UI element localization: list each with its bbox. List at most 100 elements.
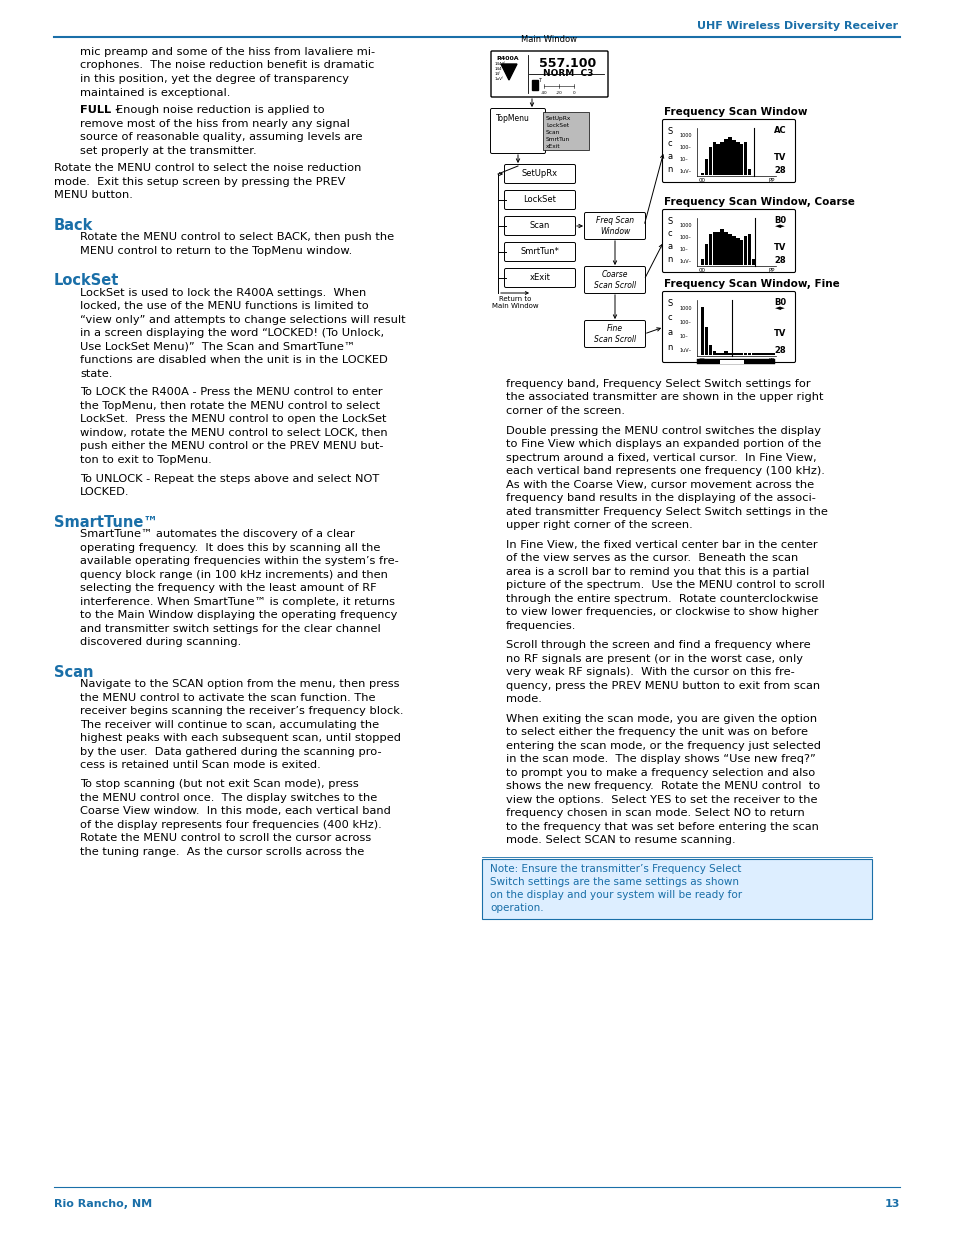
FancyBboxPatch shape	[504, 164, 575, 184]
Text: discovered during scanning.: discovered during scanning.	[80, 637, 241, 647]
Text: TopMenu: TopMenu	[496, 114, 529, 124]
Bar	[770, 353, 774, 354]
Bar	[735, 353, 739, 354]
Text: Rotate the MENU control to scroll the cursor across: Rotate the MENU control to scroll the cu…	[80, 834, 371, 844]
Bar	[678, 219, 775, 266]
Text: picture of the spectrum.  Use the MENU control to scroll: picture of the spectrum. Use the MENU co…	[505, 580, 824, 590]
FancyBboxPatch shape	[584, 321, 645, 347]
Text: MENU control to return to the TopMenu window.: MENU control to return to the TopMenu wi…	[80, 246, 352, 256]
Text: AC: AC	[773, 126, 785, 135]
Text: When exiting the scan mode, you are given the option: When exiting the scan mode, you are give…	[505, 714, 817, 724]
Text: LockSet.  Press the MENU control to open the LockSet: LockSet. Press the MENU control to open …	[80, 415, 386, 425]
Text: to view lower frequencies, or clockwise to show higher: to view lower frequencies, or clockwise …	[505, 608, 818, 618]
Text: 28: 28	[774, 165, 785, 175]
Bar	[700, 259, 703, 266]
Text: 1uV–: 1uV–	[679, 258, 690, 264]
Bar	[720, 142, 723, 175]
Text: Scroll through the screen and find a frequency where: Scroll through the screen and find a fre…	[505, 640, 810, 650]
Text: LockSet is used to lock the R400A settings.  When: LockSet is used to lock the R400A settin…	[80, 288, 366, 298]
Text: To UNLOCK - Repeat the steps above and select NOT: To UNLOCK - Repeat the steps above and s…	[80, 474, 379, 484]
Text: spectrum around a fixed, vertical cursor.  In Fine View,: spectrum around a fixed, vertical cursor…	[505, 452, 816, 463]
Text: Scan: Scan	[529, 221, 550, 231]
Bar	[720, 359, 743, 363]
Text: 00: 00	[699, 178, 705, 183]
Text: in this position, yet the degree of transparency: in this position, yet the degree of tran…	[80, 74, 349, 84]
Text: 28: 28	[774, 256, 785, 266]
Text: functions are disabled when the unit is in the LOCKED: functions are disabled when the unit is …	[80, 356, 387, 366]
Text: LockSet: LockSet	[523, 195, 556, 205]
Text: In Fine View, the fixed vertical center bar in the center: In Fine View, the fixed vertical center …	[505, 540, 817, 550]
Bar	[747, 353, 751, 354]
Bar	[740, 240, 742, 266]
Text: 1uV–: 1uV–	[679, 348, 690, 353]
Text: 28: 28	[774, 346, 785, 354]
Text: Main Window: Main Window	[521, 35, 577, 44]
Text: 100–: 100–	[679, 235, 690, 240]
Bar	[735, 142, 739, 175]
Text: -20: -20	[555, 91, 561, 95]
Text: to the Main Window displaying the operating frequency: to the Main Window displaying the operat…	[80, 610, 397, 620]
Bar	[704, 327, 708, 354]
Bar	[731, 353, 735, 354]
Text: SetUpRx: SetUpRx	[545, 116, 571, 121]
Text: 1444⁾: 1444⁾	[495, 62, 505, 65]
Text: interference. When SmartTune™ is complete, it returns: interference. When SmartTune™ is complet…	[80, 597, 395, 606]
Text: frequency chosen in scan mode. Select NO to return: frequency chosen in scan mode. Select NO…	[505, 808, 804, 819]
Text: very weak RF signals).  With the cursor on this fre-: very weak RF signals). With the cursor o…	[505, 667, 794, 677]
Text: Freq Scan
Window: Freq Scan Window	[596, 216, 634, 236]
Text: 14⁾: 14⁾	[495, 72, 500, 77]
Text: upper right corner of the screen.: upper right corner of the screen.	[505, 520, 692, 530]
Text: to select either the frequency the unit was on before: to select either the frequency the unit …	[505, 727, 807, 737]
Text: frequencies.: frequencies.	[505, 621, 576, 631]
Text: MENU button.: MENU button.	[54, 190, 132, 200]
Text: T: T	[537, 78, 540, 83]
Text: c: c	[667, 314, 672, 322]
Text: shows the new frequency.  Rotate the MENU control  to: shows the new frequency. Rotate the MENU…	[505, 782, 820, 792]
Text: n: n	[666, 164, 672, 173]
Text: To stop scanning (but not exit Scan mode), press: To stop scanning (but not exit Scan mode…	[80, 779, 358, 789]
FancyBboxPatch shape	[661, 291, 795, 363]
Text: 00: 00	[699, 358, 705, 363]
Text: UHF Wireless Diversity Receiver: UHF Wireless Diversity Receiver	[696, 21, 897, 31]
Text: SetUpRx: SetUpRx	[521, 169, 558, 179]
Text: 10–: 10–	[679, 247, 687, 252]
Text: Frequency Scan Window, Coarse: Frequency Scan Window, Coarse	[663, 198, 854, 207]
Text: a: a	[667, 242, 672, 251]
Bar	[727, 233, 731, 266]
Text: in a screen displaying the word “LOCKED! (To Unlock,: in a screen displaying the word “LOCKED!…	[80, 329, 384, 338]
Text: set properly at the transmitter.: set properly at the transmitter.	[80, 146, 256, 156]
Text: As with the Coarse View, cursor movement across the: As with the Coarse View, cursor movement…	[505, 479, 813, 489]
Bar	[716, 353, 720, 354]
Text: 00: 00	[699, 268, 705, 273]
Bar	[766, 353, 770, 354]
Text: corner of the screen.: corner of the screen.	[505, 406, 624, 416]
Text: To LOCK the R400A - Press the MENU control to enter: To LOCK the R400A - Press the MENU contr…	[80, 388, 382, 398]
Text: FULL -: FULL -	[80, 105, 120, 115]
Text: state.: state.	[80, 368, 112, 379]
Text: locked, the use of the MENU functions is limited to: locked, the use of the MENU functions is…	[80, 301, 369, 311]
Bar	[759, 353, 762, 354]
Bar	[712, 351, 716, 354]
Text: cess is retained until Scan mode is exited.: cess is retained until Scan mode is exit…	[80, 761, 320, 771]
Text: B0: B0	[773, 298, 785, 308]
Text: area is a scroll bar to remind you that this is a partial: area is a scroll bar to remind you that …	[505, 567, 808, 577]
Text: mode.: mode.	[505, 694, 541, 704]
Text: Rotate the MENU control to select BACK, then push the: Rotate the MENU control to select BACK, …	[80, 232, 394, 242]
Text: on the display and your system will be ready for: on the display and your system will be r…	[490, 889, 741, 900]
FancyBboxPatch shape	[504, 190, 575, 210]
Bar	[762, 353, 766, 354]
Bar	[755, 353, 759, 354]
Bar	[700, 173, 703, 175]
Text: entering the scan mode, or the frequency just selected: entering the scan mode, or the frequency…	[505, 741, 821, 751]
Text: ton to exit to TopMenu.: ton to exit to TopMenu.	[80, 454, 212, 466]
Text: Return to
Main Window: Return to Main Window	[492, 296, 538, 309]
Text: by the user.  Data gathered during the scanning pro-: by the user. Data gathered during the sc…	[80, 747, 381, 757]
Text: the associated transmitter are shown in the upper right: the associated transmitter are shown in …	[505, 393, 822, 403]
Bar	[735, 238, 739, 266]
Text: maintained is exceptional.: maintained is exceptional.	[80, 88, 230, 98]
Text: mode. Select SCAN to resume scanning.: mode. Select SCAN to resume scanning.	[505, 835, 735, 845]
Text: operating frequency.  It does this by scanning all the: operating frequency. It does this by sca…	[80, 543, 380, 553]
Text: xExit: xExit	[545, 144, 560, 149]
Text: Frequency Scan Window, Fine: Frequency Scan Window, Fine	[663, 279, 839, 289]
Bar	[723, 140, 727, 175]
